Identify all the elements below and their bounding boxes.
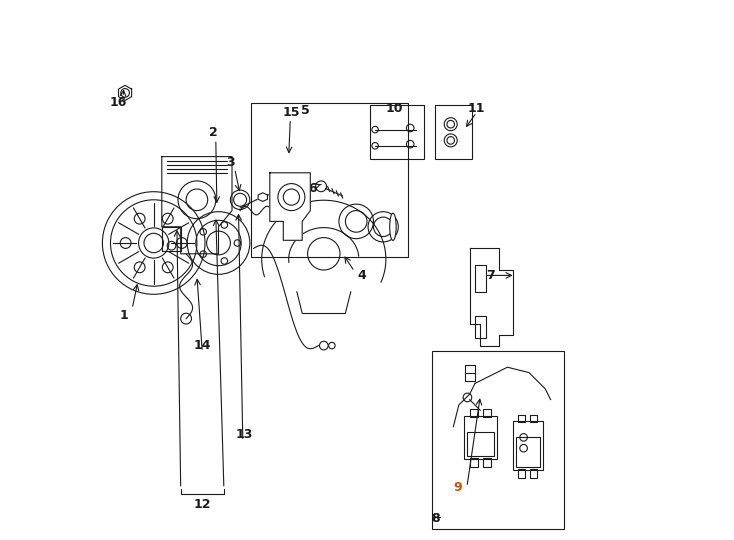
Bar [435,105,472,159]
Bar [161,227,181,251]
Ellipse shape [390,213,396,240]
Text: 6: 6 [309,183,317,195]
Bar [470,458,478,467]
Bar [518,415,525,422]
Polygon shape [161,157,232,254]
Bar [251,103,407,256]
Bar [432,351,564,529]
Text: 4: 4 [357,269,366,282]
Bar [465,364,475,381]
Bar [475,265,486,292]
Bar [513,421,542,470]
Bar [464,416,497,459]
Text: 2: 2 [208,126,217,139]
Text: 15: 15 [283,106,300,119]
Bar [483,409,491,417]
Text: 1: 1 [120,309,128,322]
Bar [475,316,486,338]
Bar [518,469,525,478]
Bar [470,409,478,417]
Polygon shape [470,248,513,346]
Text: 12: 12 [194,498,211,511]
Text: 14: 14 [194,339,211,352]
Text: 3: 3 [227,156,235,168]
Polygon shape [262,200,386,282]
Bar [530,415,537,422]
Bar [515,437,539,467]
Bar [467,432,494,456]
Polygon shape [258,193,267,201]
Bar [530,469,537,478]
Polygon shape [270,173,310,240]
Text: 13: 13 [235,428,252,441]
Text: 16: 16 [110,96,127,109]
Text: 11: 11 [468,102,485,114]
Polygon shape [118,85,131,100]
Bar [294,206,302,215]
Bar [483,458,491,467]
Bar [370,105,424,159]
Text: 8: 8 [432,512,440,525]
Text: 7: 7 [486,269,495,282]
Text: 10: 10 [385,102,403,114]
Text: 5: 5 [300,104,309,117]
Text: 9: 9 [454,481,462,494]
